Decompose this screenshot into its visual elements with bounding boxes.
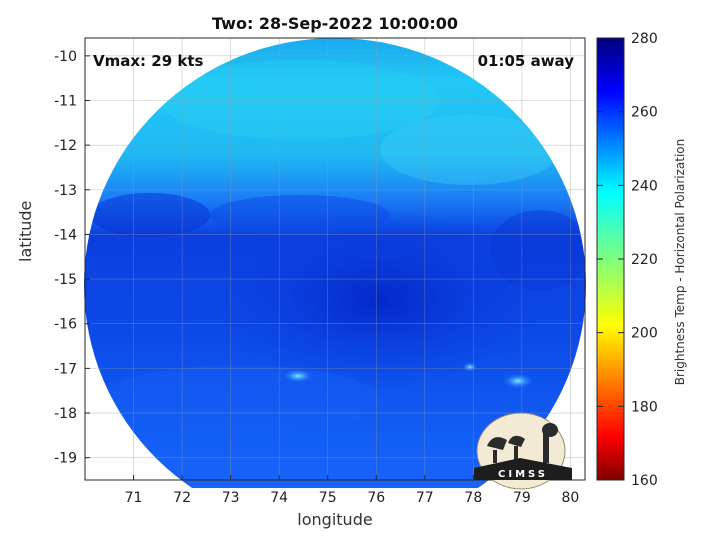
colorbar-tick-label: 280 <box>631 31 658 47</box>
x-tick-label: 74 <box>270 490 288 506</box>
x-tick-label: 72 <box>173 490 191 506</box>
y-tick-label: -19 <box>54 451 77 467</box>
plot-frame <box>84 37 586 481</box>
cimss-logo: CIMSS <box>474 412 572 490</box>
y-axis-label: latitude <box>16 200 35 262</box>
y-tick-label: -13 <box>54 183 77 199</box>
x-tick-label: 80 <box>562 490 580 506</box>
x-tick-label: 79 <box>513 490 531 506</box>
latitude-ticks: -10 -11 -12 -13 -14 -15 -16 -17 -18 -19 <box>54 49 90 467</box>
y-tick-label: -12 <box>54 138 77 154</box>
x-axis-label: longitude <box>297 510 373 529</box>
y-tick-label: -10 <box>54 49 77 65</box>
y-tick-label: -15 <box>54 272 77 288</box>
logo-text: CIMSS <box>498 469 548 480</box>
x-tick-label: 73 <box>222 490 240 506</box>
x-tick-label: 77 <box>416 490 434 506</box>
y-tick-label: -18 <box>54 406 77 422</box>
colorbar: 280 260 240 220 200 180 160 <box>596 31 658 489</box>
y-tick-label: -17 <box>54 361 77 377</box>
colorbar-ticks: 280 260 240 220 200 180 160 <box>597 31 658 489</box>
colorbar-tick-label: 180 <box>631 399 658 415</box>
colorbar-tick-label: 200 <box>631 326 658 342</box>
x-tick-label: 71 <box>125 490 143 506</box>
y-tick-label: -14 <box>54 227 77 243</box>
colorbar-tick-label: 160 <box>631 473 658 489</box>
colorbar-tick-label: 260 <box>631 105 658 121</box>
map-gridlines <box>85 38 585 480</box>
y-tick-label: -16 <box>54 317 77 333</box>
time-away-label: 01:05 away <box>477 52 574 70</box>
longitude-ticks: 71 72 73 74 75 76 77 78 79 80 <box>125 475 580 506</box>
colorbar-label: Brightness Temp - Horizontal Polarizatio… <box>673 138 687 386</box>
vmax-label: Vmax: 29 kts <box>93 52 204 70</box>
x-tick-label: 76 <box>367 490 385 506</box>
colorbar-tick-label: 220 <box>631 252 658 268</box>
y-tick-label: -11 <box>54 94 77 110</box>
x-tick-label: 75 <box>319 490 337 506</box>
brightness-temperature-swath <box>84 38 586 488</box>
map-title: Two: 28-Sep-2022 10:00:00 <box>212 14 458 33</box>
x-tick-label: 78 <box>464 490 482 506</box>
colorbar-tick-label: 240 <box>631 178 658 194</box>
